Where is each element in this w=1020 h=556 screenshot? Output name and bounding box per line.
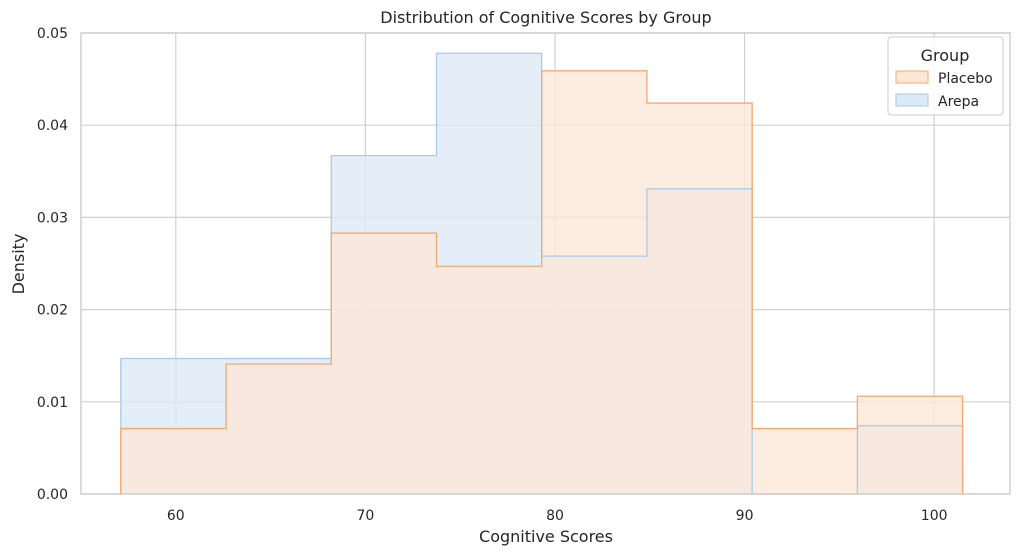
plot-border [80,32,1011,495]
plot-frame [80,32,1011,495]
legend-title: Group [921,46,970,65]
y-tick-label: 0.04 [37,118,68,134]
chart-title: Distribution of Cognitive Scores by Grou… [380,8,711,27]
x-tick-label: 80 [546,508,564,524]
y-tick-label: 0.03 [37,210,68,226]
y-tick-label: 0.00 [37,487,68,503]
x-tick-label: 100 [921,508,948,524]
legend-label-placebo: Placebo [938,71,993,87]
series-step-placebo [120,70,964,494]
legend: Group Placebo Arepa [887,36,1004,116]
y-tick-label: 0.02 [37,303,68,319]
x-tick-label: 70 [356,508,374,524]
histogram-series [120,52,964,495]
x-tick-label: 60 [167,508,185,524]
x-axis-ticks: 60 70 80 90 100 [167,508,948,524]
x-axis-label: Cognitive Scores [479,527,613,546]
y-axis-label: Density [9,234,28,295]
legend-swatch-placebo [895,70,929,84]
legend-swatch-arepa [895,93,929,107]
x-tick-label: 90 [736,508,754,524]
series-fill-placebo [120,70,963,494]
y-axis-ticks: 0.00 0.01 0.02 0.03 0.04 0.05 [37,26,68,503]
legend-label-arepa: Arepa [938,94,979,110]
y-tick-label: 0.01 [37,395,68,411]
y-tick-label: 0.05 [37,26,68,42]
